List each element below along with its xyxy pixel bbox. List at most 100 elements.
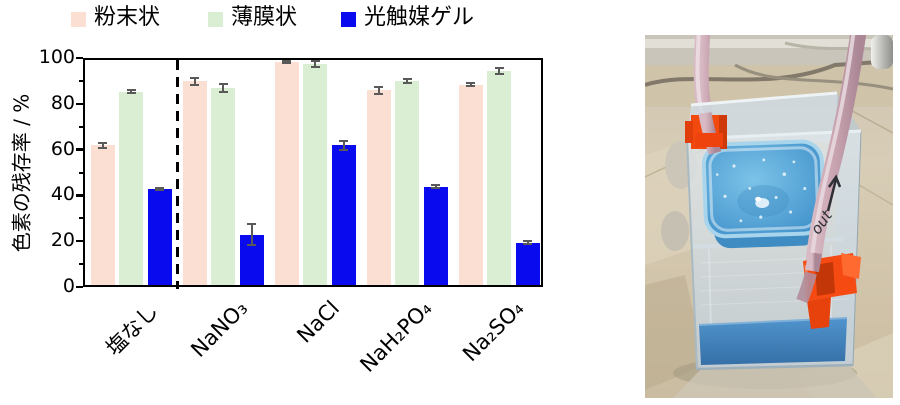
- error-bar: [339, 139, 348, 142]
- error-bar: [406, 79, 408, 84]
- metal-cylinder: [871, 35, 893, 69]
- error-bar: [466, 84, 475, 87]
- y-axis-title: 色素の残存率 / %: [9, 93, 34, 253]
- error-bar: [218, 82, 228, 85]
- error-bar: [431, 184, 440, 187]
- error-bar: [314, 60, 316, 68]
- major-tick: [76, 56, 83, 60]
- legend-item-gel: 光触媒ゲル: [341, 6, 474, 30]
- y-tick-label: 0: [62, 275, 75, 297]
- error-bar: [285, 60, 288, 63]
- major-tick: [76, 285, 83, 289]
- error-bar: [526, 240, 529, 245]
- error-bar: [498, 67, 500, 74]
- error-bar: [282, 61, 291, 64]
- bar-chart: 粉末状 薄膜状 光触媒ゲル 色素の残存率 / % 0 20 40 60 80 100 塩なし…: [9, 6, 543, 377]
- error-bar: [342, 140, 345, 150]
- error-bar: [155, 186, 164, 189]
- experiment-photo: out: [645, 35, 893, 398]
- bar: [458, 84, 483, 285]
- bar: [90, 145, 115, 285]
- error-bar: [247, 243, 256, 246]
- error-bar: [310, 66, 320, 69]
- minor-tick: [78, 217, 83, 220]
- error-bar: [101, 143, 104, 148]
- error-bar: [247, 223, 256, 226]
- minor-tick: [78, 263, 83, 266]
- tube-clip-left: [685, 111, 727, 155]
- legend-item-powder: 粉末状: [71, 6, 160, 30]
- minor-tick: [78, 125, 83, 128]
- bar: [274, 61, 299, 285]
- error-bar: [402, 82, 412, 85]
- error-bar: [310, 59, 320, 62]
- bar: [515, 242, 540, 285]
- error-bar: [374, 85, 383, 88]
- error-bar: [494, 72, 504, 75]
- y-tick-label: 80: [50, 91, 75, 114]
- y-tick-label: 60: [50, 137, 75, 160]
- error-bar: [374, 92, 383, 95]
- x-tick-label: NaCl: [292, 296, 344, 348]
- legend-swatch-film: [208, 11, 223, 27]
- background-object: [661, 211, 689, 251]
- x-tick-label: NaNO₃: [186, 296, 252, 362]
- major-tick: [76, 194, 83, 197]
- error-bar: [190, 83, 199, 86]
- error-bar: [494, 66, 504, 69]
- error-bar: [193, 77, 196, 85]
- error-bar: [523, 239, 532, 242]
- y-tick-label: 40: [50, 183, 75, 206]
- error-bar: [126, 88, 136, 91]
- x-tick-label: NaH₂PO₄: [355, 296, 436, 377]
- error-bar: [402, 78, 412, 81]
- error-bar: [250, 224, 253, 245]
- photocatalyst-gel: [701, 139, 826, 249]
- legend-swatch-powder: [71, 11, 86, 27]
- bar: [211, 88, 235, 285]
- error-bar: [466, 82, 475, 85]
- error-bar: [434, 185, 437, 188]
- outlet-tube: [805, 35, 867, 275]
- error-bar: [523, 243, 532, 246]
- major-tick: [76, 102, 83, 106]
- legend-label-powder: 粉末状: [94, 5, 161, 30]
- cable: [734, 63, 893, 91]
- legend-swatch-gel: [341, 11, 356, 27]
- major-tick: [76, 148, 83, 151]
- error-bar: [469, 83, 472, 86]
- error-bar: [155, 188, 164, 191]
- plot-area: [83, 58, 543, 289]
- error-bar: [158, 187, 161, 190]
- error-bar: [431, 186, 440, 189]
- error-bar: [222, 83, 224, 93]
- bar: [182, 81, 207, 285]
- x-tick-label: 塩なし: [101, 298, 163, 361]
- bar: [303, 64, 327, 285]
- error-bar: [98, 146, 107, 149]
- error-bar: [190, 76, 199, 79]
- bar: [366, 90, 391, 285]
- bar: [423, 186, 448, 285]
- error-bar: [130, 89, 132, 94]
- x-tick-label: Na₂SO₄: [457, 296, 528, 367]
- legend-label-film: 薄膜状: [231, 5, 298, 30]
- error-bar: [98, 142, 107, 145]
- blue-liquid: [699, 318, 847, 365]
- bar: [331, 145, 356, 285]
- legend-item-film: 薄膜状: [208, 6, 297, 30]
- legend-label-gel: 光触媒ゲル: [364, 5, 475, 30]
- tube-clip-right: [796, 252, 861, 329]
- error-bar: [126, 92, 136, 95]
- error-bar: [218, 91, 228, 94]
- minor-tick: [78, 171, 83, 174]
- bar: [395, 81, 419, 285]
- minor-tick: [78, 79, 83, 82]
- error-bar: [282, 59, 291, 62]
- error-bar: [339, 148, 348, 151]
- bar: [487, 70, 511, 285]
- group-separator-line: [175, 60, 179, 289]
- cable: [645, 59, 893, 87]
- y-tick-label: 100: [38, 46, 75, 68]
